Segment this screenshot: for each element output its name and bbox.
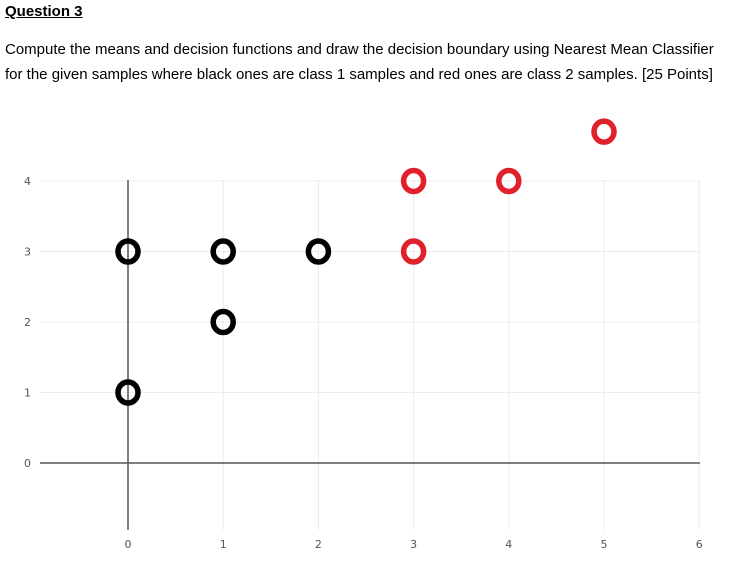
y-tick-label-2: 2	[24, 316, 31, 329]
class2-point-1	[400, 167, 427, 195]
question-heading: Question 3	[5, 3, 83, 20]
class2-point-0	[591, 118, 617, 145]
x-tick-label-4: 4	[505, 538, 512, 551]
x-tick-label-6: 6	[696, 538, 703, 551]
data-points	[115, 118, 617, 406]
x-tick-label-1: 1	[220, 538, 227, 551]
class2-point-2	[496, 167, 522, 195]
grid-layer	[40, 180, 700, 530]
class1-point-0	[115, 238, 141, 265]
x-tick-label-3: 3	[410, 538, 417, 551]
x-tick-label-5: 5	[601, 538, 608, 551]
y-tick-label-4: 4	[24, 175, 31, 188]
class2-point-3	[400, 238, 427, 265]
x-tick-label-0: 0	[125, 538, 132, 551]
class1-point-3	[210, 308, 236, 336]
question-text: Compute the means and decision functions…	[5, 41, 714, 83]
class1-point-4	[115, 379, 141, 406]
class1-point-1	[210, 238, 236, 265]
tick-labels: 0 1 2 3 4 5 6 0 1 2 3 4	[24, 175, 703, 551]
axis-layer	[40, 180, 700, 530]
class1-point-2	[305, 238, 332, 265]
x-tick-label-2: 2	[315, 538, 322, 551]
y-tick-label-1: 1	[24, 387, 31, 400]
y-tick-label-0: 0	[24, 457, 31, 470]
y-tick-label-3: 3	[24, 246, 31, 259]
